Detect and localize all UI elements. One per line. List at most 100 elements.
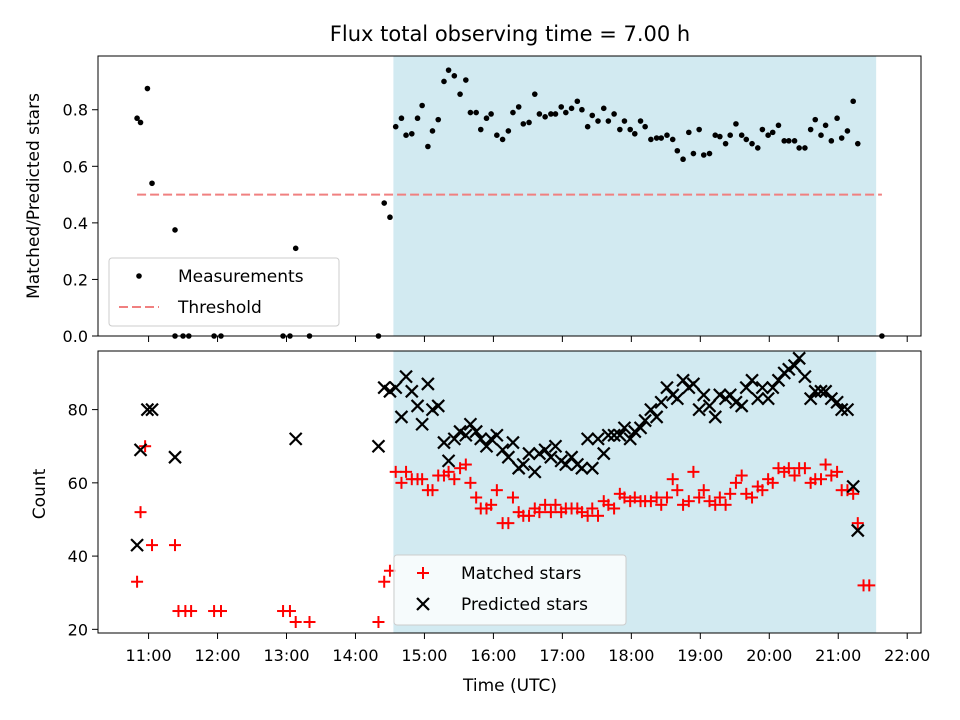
matched-star-point (485, 498, 498, 511)
count-y-tick-label: 60 (68, 474, 88, 493)
measurement-point (435, 116, 442, 123)
measurement-point (520, 121, 527, 127)
predicted-star-point (676, 373, 690, 388)
matched-star-point (539, 498, 552, 511)
predicted-star-point (575, 461, 589, 475)
predicted-star-point (607, 428, 621, 443)
matched-star-point (549, 498, 562, 511)
matched-star-point (523, 509, 536, 522)
predicted-star-point (580, 432, 595, 446)
measurement-point (137, 119, 144, 126)
predicted-star-point (399, 369, 413, 384)
matched-legend-label: Matched stars (461, 564, 581, 584)
matched-star-point (729, 476, 742, 489)
measurement-point (584, 123, 591, 130)
measurement-point (552, 111, 559, 117)
matched-star-point (709, 498, 722, 511)
count-x-tick-label: 12:00 (194, 646, 240, 665)
predicted-star-point (495, 443, 510, 457)
measurement-point (563, 109, 569, 116)
matched-star-point (303, 616, 316, 629)
matched-star-point (655, 498, 668, 511)
predicted-legend-marker (416, 597, 430, 611)
ratio-legend: Measurements Threshold (108, 257, 340, 327)
predicted-star-point (559, 457, 573, 472)
measurement-point (686, 129, 692, 136)
predicted-star-point (548, 439, 563, 453)
matched-star-point (660, 491, 673, 504)
predicted-star-point (145, 402, 159, 417)
measurement-point (595, 118, 601, 124)
count-x-tick-label: 17:00 (539, 646, 585, 665)
count-x-tick-label: 11:00 (126, 646, 172, 665)
ratio-panel: 0.00.20.40.60.8 Matched/Predicted stars … (24, 55, 922, 346)
measurement-point (510, 109, 516, 116)
measurement-point (172, 227, 178, 233)
predicted-star-point (787, 358, 802, 373)
measurement-point (733, 121, 739, 127)
matched-star-point (724, 487, 737, 500)
measurement-point (617, 126, 623, 133)
count-x-tick-label: 18:00 (608, 646, 654, 665)
ratio-y-tick-label: 0.2 (63, 270, 88, 289)
predicted-star-point (638, 413, 652, 428)
predicted-star-point (692, 402, 706, 417)
measurement-point (463, 77, 469, 83)
predicted-star-point (140, 402, 155, 417)
ratio-y-ticks: 0.0 0.2 0.4 0.6 0.8 (63, 101, 98, 346)
predicted-star-point (834, 402, 849, 417)
measurement-point (722, 140, 729, 147)
count-legend-box (393, 554, 627, 626)
matched-star-point (464, 476, 477, 489)
measurement-point (548, 111, 554, 117)
measurement-point (149, 180, 155, 187)
measurement-point (483, 115, 490, 122)
count-x-tick-label: 16:00 (470, 646, 516, 665)
matched-star-point (756, 484, 769, 497)
predicted-star-point (771, 373, 786, 388)
measurement-point (743, 136, 750, 143)
measurement-point (791, 138, 798, 144)
predicted-star-point (516, 457, 531, 472)
measurement-point (445, 67, 452, 73)
matched-star-point (766, 476, 779, 489)
predicted-star-point (814, 384, 828, 399)
measurement-point (807, 126, 814, 133)
measurement-point (499, 136, 506, 143)
predicted-star-point (421, 377, 435, 391)
predicted-star-point (761, 391, 775, 406)
measurement-point (712, 132, 719, 138)
predicted-star-point (490, 428, 504, 443)
measurement-point (381, 200, 388, 206)
matched-star-point (470, 491, 483, 504)
matched-star-point (713, 491, 726, 504)
predicted-star-point (723, 388, 737, 402)
predicted-star-point (623, 432, 637, 446)
predicted-star-point (133, 443, 148, 457)
count-x-tick-label: 14:00 (332, 646, 378, 665)
matched-star-point (416, 473, 429, 486)
predicted-star-point (522, 446, 536, 461)
measurement-point (441, 78, 447, 85)
predicted-star-point (803, 391, 818, 406)
measurement-point (642, 123, 648, 130)
matched-star-point (372, 616, 385, 629)
matched-star-point (650, 491, 663, 504)
matched-star-point (533, 506, 546, 519)
measurement-point (526, 119, 532, 126)
measurements-legend-label: Measurements (178, 267, 304, 287)
predicted-star-point (501, 450, 516, 464)
predicted-star-point (479, 439, 494, 453)
matched-star-point (851, 517, 864, 530)
predicted-star-point (686, 377, 701, 391)
measurement-point (648, 136, 654, 143)
measurement-point (403, 132, 409, 138)
measurement-point (738, 132, 745, 138)
measurement-point (690, 150, 697, 157)
predicted-star-point (798, 369, 812, 384)
count-x-tick-label: 19:00 (677, 646, 723, 665)
matched-star-point (459, 458, 472, 471)
measurement-point (505, 128, 512, 134)
measurement-point (515, 104, 522, 110)
